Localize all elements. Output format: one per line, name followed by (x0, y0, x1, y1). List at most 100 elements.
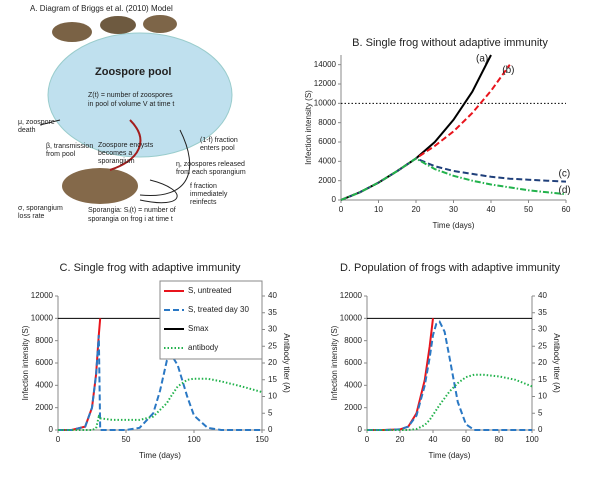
y2-tick-label: 25 (268, 341, 277, 350)
y-tick-label: 2000 (318, 176, 336, 185)
x-tick-label: 150 (255, 435, 269, 444)
x-axis-label: Time (days) (139, 451, 181, 460)
diagram-label: sporangia on frog i at time t (88, 216, 173, 223)
x-axis-label: Time (days) (433, 221, 475, 230)
y2-axis-label: Antibody titer (A) (282, 333, 291, 393)
series-line (340, 157, 567, 201)
y2-tick-label: 15 (538, 375, 547, 384)
series-line (58, 318, 102, 431)
y2-tick-label: 25 (538, 341, 547, 350)
y2-tick-label: 20 (268, 358, 277, 367)
pool-label: Zoospore pool (95, 66, 171, 78)
x-tick-label: 20 (396, 435, 405, 444)
y2-tick-label: 30 (538, 325, 547, 334)
x-axis-label: Time (days) (429, 451, 471, 460)
annotation: (b) (502, 65, 514, 76)
x-tick-label: 40 (429, 435, 438, 444)
y2-tick-label: 40 (538, 291, 547, 300)
y2-tick-label: 5 (268, 408, 273, 417)
y2-tick-label: 0 (268, 425, 273, 434)
y-tick-label: 10000 (340, 313, 363, 322)
y-tick-label: 12000 (31, 291, 54, 300)
y2-tick-label: 0 (538, 425, 543, 434)
arrow (139, 179, 178, 204)
y-tick-label: 6000 (318, 137, 336, 146)
y2-tick-label: 10 (268, 392, 277, 401)
x-tick-label: 20 (412, 205, 421, 214)
y-tick-label: 6000 (344, 358, 362, 367)
diagram-label: death (18, 127, 36, 134)
diagram-label: loss rate (18, 213, 45, 220)
annotation: (a) (476, 54, 488, 65)
x-tick-label: 50 (122, 435, 131, 444)
y-tick-label: 4000 (344, 380, 362, 389)
x-tick-label: 40 (487, 205, 496, 214)
diagram-label: in pool of volume V at time t (88, 101, 174, 108)
x-tick-label: 0 (56, 435, 61, 444)
diagram-label: from pool (46, 151, 76, 158)
diagram-label: η, zoospores released (176, 161, 245, 168)
x-tick-label: 100 (187, 435, 201, 444)
frog (52, 22, 92, 42)
x-tick-label: 30 (449, 205, 458, 214)
diagram-label: μ, zoospore (18, 119, 55, 126)
y-tick-label: 0 (332, 195, 337, 204)
y2-tick-label: 20 (538, 358, 547, 367)
diagram-label: Sporangia: Sᵢ(t) = number of (88, 207, 176, 214)
diagram-title: A. Diagram of Briggs et al. (2010) Model (30, 4, 173, 13)
legend-box (159, 280, 263, 360)
legend-label: S, treated day 30 (188, 305, 249, 314)
y2-tick-label: 15 (268, 375, 277, 384)
diagram-label: Z(t) = number of zoospores (88, 92, 173, 99)
series-line (58, 335, 262, 431)
chart-title: C. Single frog with adaptive immunity (60, 262, 241, 274)
series-line (367, 320, 532, 431)
series-line (367, 373, 533, 431)
legend-label: Smax (188, 324, 208, 333)
series-line (340, 54, 492, 201)
diagram-label: enters pool (200, 145, 235, 152)
diagram: A. Diagram of Briggs et al. (2010) Model… (30, 4, 233, 204)
series-line (58, 377, 263, 431)
y-tick-label: 0 (358, 425, 363, 434)
chart-title: D. Population of frogs with adaptive imm… (340, 262, 561, 274)
y-tick-label: 12000 (314, 79, 337, 88)
y-tick-label: 14000 (314, 60, 337, 69)
series-line (340, 157, 567, 201)
arrow (109, 119, 142, 171)
y-tick-label: 2000 (344, 403, 362, 412)
diagram-label: reinfects (190, 199, 217, 206)
y-tick-label: 8000 (35, 336, 53, 345)
y-axis-label: Infection intensity (S) (330, 325, 339, 400)
x-tick-label: 60 (562, 205, 571, 214)
x-tick-label: 0 (339, 205, 344, 214)
x-tick-label: 10 (374, 205, 383, 214)
diagram-label: β, transmission (46, 143, 93, 150)
y2-axis-label: Antibody titer (A) (552, 333, 561, 393)
diagram-label: sporangium (98, 158, 135, 165)
x-tick-label: 50 (524, 205, 533, 214)
y-axis-label: Infection intensity (S) (21, 325, 30, 400)
pool-ellipse (47, 32, 233, 158)
diagram-label: (1-f) fraction (200, 137, 238, 144)
legend-label: S, untreated (188, 286, 232, 295)
y-tick-label: 0 (49, 425, 54, 434)
x-tick-label: 0 (365, 435, 370, 444)
y-tick-label: 8000 (318, 118, 336, 127)
y-tick-label: 10000 (31, 313, 54, 322)
y2-tick-label: 40 (268, 291, 277, 300)
x-tick-label: 80 (495, 435, 504, 444)
y-axis-label: Infection intensity (S) (304, 90, 313, 165)
arrow (139, 129, 191, 197)
diagram-label: σ, sporangium (18, 205, 63, 212)
diagram-label: Zoospore encysts (98, 142, 154, 149)
y-tick-label: 6000 (35, 358, 53, 367)
y-tick-label: 10000 (314, 98, 337, 107)
y-tick-label: 4000 (318, 156, 336, 165)
diagram-label: f fraction (190, 183, 217, 190)
arrow (39, 119, 61, 126)
x-tick-label: 100 (525, 435, 539, 444)
frog (62, 168, 138, 204)
y2-tick-label: 5 (538, 408, 543, 417)
